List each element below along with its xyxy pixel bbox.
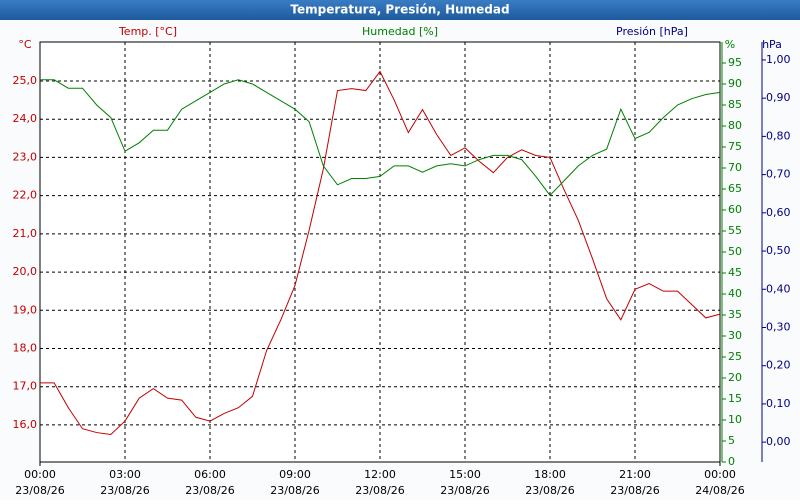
x-tick-date: 23/08/26 — [610, 484, 659, 497]
y-tick-label: 18,0 — [13, 341, 38, 354]
y3-tick-label: 0,70 — [766, 168, 791, 181]
x-tick-label: 03:00 — [109, 468, 141, 481]
y-tick-label: 17,0 — [13, 380, 38, 393]
x-tick-label: 12:00 — [364, 468, 396, 481]
y3-tick-label: 0,50 — [766, 244, 791, 257]
x-tick-date: 24/08/26 — [695, 484, 744, 497]
y2-unit: % — [725, 38, 735, 51]
y2-tick-label: 75 — [728, 140, 742, 153]
y3-tick-label: 0,40 — [766, 282, 791, 295]
y2-tick-label: 90 — [728, 77, 742, 90]
y2-tick-label: 35 — [728, 308, 742, 321]
x-tick-date: 23/08/26 — [185, 484, 234, 497]
y2-tick-label: 95 — [728, 56, 742, 69]
y3-tick-label: 0,10 — [766, 397, 791, 410]
y3-tick-label: 0,90 — [766, 91, 791, 104]
y2-tick-label: 65 — [728, 182, 742, 195]
y2-tick-label: 80 — [728, 119, 742, 132]
x-tick-label: 21:00 — [619, 468, 651, 481]
series-line — [40, 70, 721, 436]
y2-tick-label: 0 — [728, 455, 735, 468]
y-unit: °C — [18, 38, 32, 51]
y2-tick-label: 20 — [728, 371, 742, 384]
y2-tick-label: 70 — [728, 161, 742, 174]
x-tick-date: 23/08/26 — [270, 484, 319, 497]
y-tick-label: 23,0 — [13, 150, 38, 163]
y2-tick-label: 50 — [728, 245, 742, 258]
y3-tick-label: 0,80 — [766, 129, 791, 142]
y3-tick-label: 1,00 — [766, 53, 791, 66]
y3-tick-label: 0,30 — [766, 320, 791, 333]
y-tick-label: 19,0 — [13, 303, 38, 316]
y2-tick-label: 85 — [728, 98, 742, 111]
x-tick-date: 23/08/26 — [440, 484, 489, 497]
y-tick-label: 25,0 — [13, 74, 38, 87]
y2-tick-label: 30 — [728, 329, 742, 342]
y2-tick-label: 60 — [728, 203, 742, 216]
x-tick-label: 09:00 — [279, 468, 311, 481]
y3-tick-label: 0,00 — [766, 435, 791, 448]
y-tick-label: 16,0 — [13, 418, 38, 431]
y2-tick-label: 55 — [728, 224, 742, 237]
y2-tick-label: 5 — [728, 434, 735, 447]
y3-tick-label: 0,60 — [766, 206, 791, 219]
y2-tick-label: 45 — [728, 266, 742, 279]
series-label: Temp. [°C] — [118, 25, 177, 38]
x-tick-date: 23/08/26 — [100, 484, 149, 497]
series-line — [40, 79, 721, 197]
y-tick-label: 21,0 — [13, 227, 38, 240]
x-tick-label: 15:00 — [449, 468, 481, 481]
y-tick-label: 22,0 — [13, 189, 38, 202]
y3-tick-label: 0,20 — [766, 359, 791, 372]
y2-tick-label: 40 — [728, 287, 742, 300]
x-tick-label: 06:00 — [194, 468, 226, 481]
y2-tick-label: 25 — [728, 350, 742, 363]
y3-unit: hPa — [762, 38, 782, 51]
x-tick-date: 23/08/26 — [525, 484, 574, 497]
y2-tick-label: 15 — [728, 392, 742, 405]
x-tick-label: 00:00 — [704, 468, 736, 481]
x-tick-label: 00:00 — [24, 468, 56, 481]
series-label: Humedad [%] — [362, 25, 438, 38]
y-tick-label: 20,0 — [13, 265, 38, 278]
x-tick-date: 23/08/26 — [15, 484, 64, 497]
y2-tick-label: 10 — [728, 413, 742, 426]
chart-title: Temperatura, Presión, Humedad — [290, 3, 509, 17]
x-tick-label: 18:00 — [534, 468, 566, 481]
y3-label: Presión [hPa] — [616, 25, 688, 38]
x-tick-date: 23/08/26 — [355, 484, 404, 497]
y-tick-label: 24,0 — [13, 112, 38, 125]
title-bar — [0, 0, 800, 20]
